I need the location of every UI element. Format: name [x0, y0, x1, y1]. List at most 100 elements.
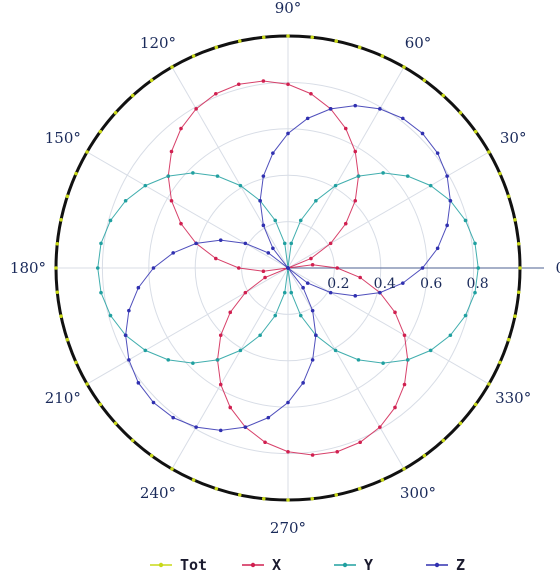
- data-point: [445, 223, 449, 228]
- data-point: [170, 467, 174, 471]
- data-point: [286, 82, 290, 87]
- data-point: [214, 486, 219, 491]
- data-point: [353, 149, 358, 154]
- data-point: [405, 358, 410, 362]
- data-point: [305, 116, 310, 121]
- grid-spoke: [287, 267, 490, 385]
- data-point: [286, 498, 290, 502]
- data-point: [169, 198, 174, 203]
- data-point: [335, 266, 340, 270]
- data-point: [310, 358, 315, 362]
- data-point: [378, 290, 382, 295]
- legend-label: X: [272, 556, 281, 574]
- grid-spoke: [287, 151, 490, 269]
- data-point: [310, 453, 315, 457]
- legend-swatch-marker: [250, 562, 256, 568]
- data-point: [218, 382, 223, 387]
- data-point: [506, 337, 511, 342]
- data-point: [149, 78, 154, 83]
- data-point: [261, 269, 266, 274]
- data-point: [215, 358, 220, 362]
- data-point: [108, 218, 113, 223]
- radial-tick-label: 0.4: [374, 276, 396, 292]
- data-point: [127, 358, 131, 362]
- data-point: [333, 183, 338, 188]
- data-point: [401, 281, 405, 285]
- data-point: [243, 241, 248, 246]
- series-layer: [54, 34, 522, 502]
- angle-label: 330°: [495, 389, 531, 407]
- data-point: [516, 241, 521, 246]
- data-point: [99, 241, 103, 246]
- data-point: [218, 428, 223, 433]
- data-point: [420, 131, 425, 136]
- data-point: [314, 198, 318, 203]
- angle-label: 120°: [140, 34, 176, 52]
- data-point: [458, 110, 463, 115]
- data-point: [127, 308, 131, 313]
- data-point: [305, 281, 310, 285]
- data-point: [393, 405, 397, 410]
- data-point: [282, 241, 287, 246]
- data-point: [435, 151, 440, 155]
- data-point: [171, 251, 175, 255]
- data-point: [55, 241, 60, 246]
- data-point: [286, 400, 290, 405]
- data-point: [169, 149, 174, 154]
- angle-label: 210°: [45, 389, 81, 407]
- data-point: [238, 183, 243, 188]
- legend-item-tot: Tot: [150, 556, 207, 574]
- data-point: [130, 438, 135, 443]
- data-point: [261, 223, 266, 228]
- data-point: [353, 294, 358, 298]
- data-point: [143, 183, 148, 188]
- data-point: [428, 183, 433, 188]
- data-point: [380, 54, 385, 58]
- radial-tick-label: 0.6: [420, 276, 442, 292]
- data-point: [237, 39, 242, 43]
- data-point: [149, 453, 154, 458]
- data-point: [402, 65, 406, 69]
- data-point: [289, 241, 294, 246]
- data-point: [405, 174, 410, 178]
- legend-label: Y: [364, 556, 373, 574]
- data-point: [214, 256, 218, 261]
- legend: Tot X Y Z: [150, 556, 465, 574]
- grid-spoke: [287, 66, 405, 269]
- data-point: [218, 238, 223, 242]
- angle-label: 150°: [45, 129, 81, 147]
- angle-label: 270°: [270, 519, 306, 537]
- data-point: [271, 246, 275, 251]
- angle-label: 0°: [555, 259, 560, 277]
- data-point: [238, 348, 243, 353]
- data-point: [487, 150, 491, 154]
- legend-swatch-marker: [342, 562, 348, 568]
- data-point: [334, 493, 339, 497]
- legend-item-x: X: [242, 556, 281, 574]
- data-point: [314, 333, 318, 338]
- data-point: [143, 348, 148, 353]
- data-point: [378, 107, 382, 111]
- data-point: [236, 82, 241, 87]
- data-point: [113, 110, 118, 115]
- angle-label: 30°: [500, 129, 527, 147]
- data-point: [123, 198, 128, 203]
- data-point: [309, 91, 313, 96]
- legend-item-z: Z: [426, 556, 465, 574]
- data-point: [473, 290, 477, 295]
- legend-item-y: Y: [334, 556, 373, 574]
- data-point: [243, 290, 248, 295]
- data-point: [298, 313, 303, 318]
- data-point: [458, 421, 463, 426]
- data-point: [402, 333, 407, 338]
- data-point: [170, 65, 174, 69]
- data-point: [310, 262, 315, 267]
- angle-label: 60°: [405, 34, 432, 52]
- legend-swatch-marker: [158, 562, 164, 568]
- data-point: [261, 79, 266, 83]
- data-point: [74, 171, 78, 176]
- data-point: [258, 198, 262, 203]
- data-point: [328, 241, 333, 246]
- data-point: [179, 221, 183, 226]
- data-point: [298, 218, 303, 223]
